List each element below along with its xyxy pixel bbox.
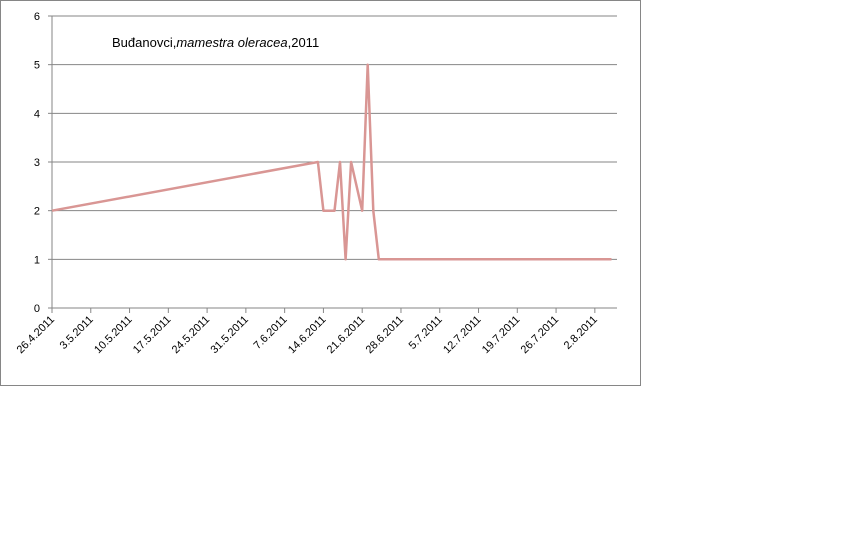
y-tick-label: 6 <box>34 11 40 23</box>
y-tick-label: 2 <box>34 206 40 218</box>
y-tick-label: 5 <box>34 60 40 72</box>
title-part: Buđanovci, <box>112 35 176 50</box>
chart-title: Buđanovci,mamestra oleracea,2011 <box>112 35 319 50</box>
y-tick-label: 1 <box>34 254 40 266</box>
title-part: ,2011 <box>288 35 320 50</box>
y-tick-label: 3 <box>34 157 40 169</box>
y-tick-label: 0 <box>34 303 40 315</box>
y-tick-label: 4 <box>34 108 40 120</box>
title-part: mamestra oleracea <box>176 35 287 50</box>
data-line <box>51 63 612 261</box>
